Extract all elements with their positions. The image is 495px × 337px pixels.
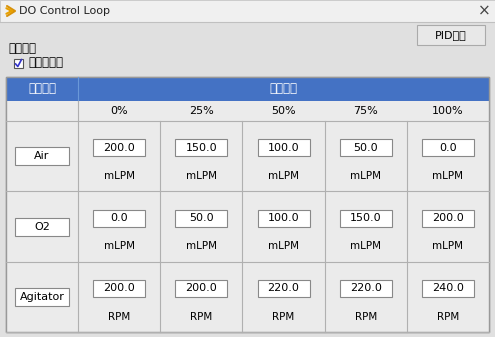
Text: 50%: 50%	[271, 106, 296, 116]
Bar	[93, 139, 145, 156]
Text: RPM: RPM	[108, 311, 130, 321]
Text: 200.0: 200.0	[103, 143, 135, 153]
Text: 220.0: 220.0	[350, 283, 382, 294]
Text: mLPM: mLPM	[268, 171, 299, 181]
Bar	[6, 77, 489, 332]
Text: 0%: 0%	[110, 106, 128, 116]
Text: mLPM: mLPM	[186, 171, 217, 181]
Bar	[15, 217, 69, 236]
Text: 控制循环: 控制循环	[8, 42, 36, 56]
Text: ×: ×	[478, 3, 491, 19]
Bar	[175, 139, 227, 156]
Text: RPM: RPM	[437, 311, 459, 321]
Text: 100.0: 100.0	[268, 143, 299, 153]
Text: 0.0: 0.0	[439, 143, 457, 153]
Text: 0.0: 0.0	[110, 213, 128, 223]
Bar	[6, 101, 489, 121]
Bar	[15, 147, 69, 165]
Text: PID设置: PID设置	[435, 30, 467, 40]
Bar	[15, 288, 69, 306]
Bar	[93, 280, 145, 297]
Bar	[6, 121, 489, 191]
Bar	[6, 77, 489, 332]
Text: 输出节点: 输出节点	[269, 83, 297, 95]
Text: RPM: RPM	[354, 311, 377, 321]
Text: 关联设备: 关联设备	[28, 83, 56, 95]
Bar	[14, 59, 23, 67]
Bar	[257, 280, 309, 297]
Bar	[422, 280, 474, 297]
Text: 50.0: 50.0	[353, 143, 378, 153]
Text: 220.0: 220.0	[268, 283, 299, 294]
Text: 200.0: 200.0	[432, 213, 464, 223]
Text: 正调控使能: 正调控使能	[28, 57, 63, 69]
Bar	[93, 210, 145, 226]
Text: mLPM: mLPM	[103, 171, 135, 181]
Bar	[175, 280, 227, 297]
Text: 150.0: 150.0	[186, 143, 217, 153]
Bar	[422, 210, 474, 226]
Text: 75%: 75%	[353, 106, 378, 116]
Text: 240.0: 240.0	[432, 283, 464, 294]
Text: 100.0: 100.0	[268, 213, 299, 223]
Bar	[422, 139, 474, 156]
Bar	[340, 280, 392, 297]
Bar	[340, 210, 392, 226]
Bar	[257, 139, 309, 156]
Text: 200.0: 200.0	[186, 283, 217, 294]
Bar	[175, 210, 227, 226]
Text: mLPM: mLPM	[103, 241, 135, 251]
Text: 150.0: 150.0	[350, 213, 382, 223]
Text: mLPM: mLPM	[433, 241, 463, 251]
Bar	[6, 191, 489, 262]
Bar	[340, 139, 392, 156]
Text: 25%: 25%	[189, 106, 214, 116]
Text: 200.0: 200.0	[103, 283, 135, 294]
Text: RPM: RPM	[272, 311, 295, 321]
Text: mLPM: mLPM	[350, 171, 381, 181]
Text: mLPM: mLPM	[186, 241, 217, 251]
Text: mLPM: mLPM	[268, 241, 299, 251]
Bar	[257, 210, 309, 226]
Bar	[6, 262, 489, 332]
Text: O2: O2	[34, 221, 50, 232]
Text: 50.0: 50.0	[189, 213, 214, 223]
Bar	[417, 25, 485, 45]
Text: 100%: 100%	[432, 106, 464, 116]
Text: DO Control Loop: DO Control Loop	[19, 6, 110, 16]
Text: RPM: RPM	[190, 311, 212, 321]
Text: Agitator: Agitator	[20, 292, 64, 302]
Text: mLPM: mLPM	[350, 241, 381, 251]
Text: Air: Air	[34, 151, 50, 161]
Text: mLPM: mLPM	[433, 171, 463, 181]
Bar	[6, 77, 489, 101]
Bar	[0, 0, 495, 22]
